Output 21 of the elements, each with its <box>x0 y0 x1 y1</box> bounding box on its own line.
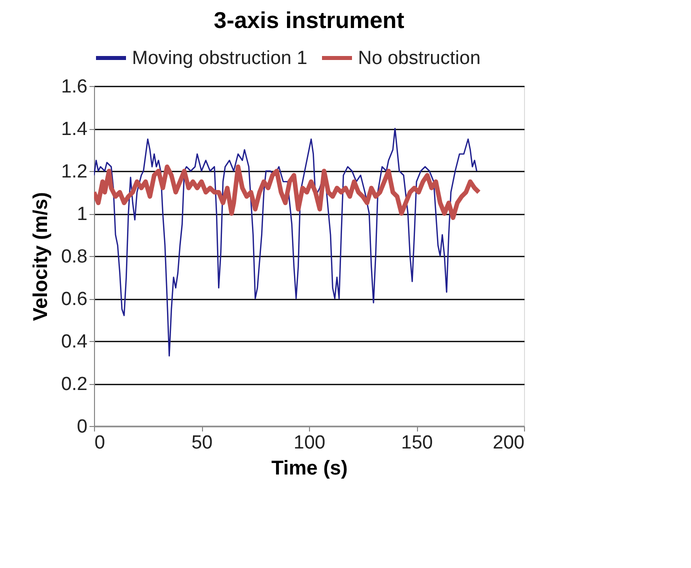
y-tick-label: 0.6 <box>61 289 88 310</box>
y-tick-label: 0.8 <box>61 246 88 268</box>
y-tick-label: 1.4 <box>61 119 88 140</box>
x-tick-label: 0 <box>94 432 106 454</box>
x-tick-label: 100 <box>294 432 326 454</box>
y-axis-title: Velocity (m/s) <box>30 192 52 321</box>
line-series <box>94 164 482 220</box>
y-tick-label: 1.2 <box>61 162 88 182</box>
x-tick-label: 50 <box>191 432 213 454</box>
x-axis-title: Time (s) <box>271 458 348 480</box>
y-tick-label: 0.2 <box>61 374 88 395</box>
x-tick-label: 200 <box>492 432 524 454</box>
x-tick-label: 150 <box>401 432 433 454</box>
legend-label: Moving obstruction 1 <box>132 48 308 69</box>
y-tick-label: 1.6 <box>61 76 88 98</box>
chart-title: 3-axis instrument <box>214 7 405 33</box>
y-tick-label: 0 <box>76 416 88 438</box>
line-series <box>94 128 478 357</box>
y-tick-label: 1 <box>76 204 88 225</box>
legend-label: No obstruction <box>358 48 481 69</box>
y-tick-label: 0.4 <box>61 332 88 352</box>
